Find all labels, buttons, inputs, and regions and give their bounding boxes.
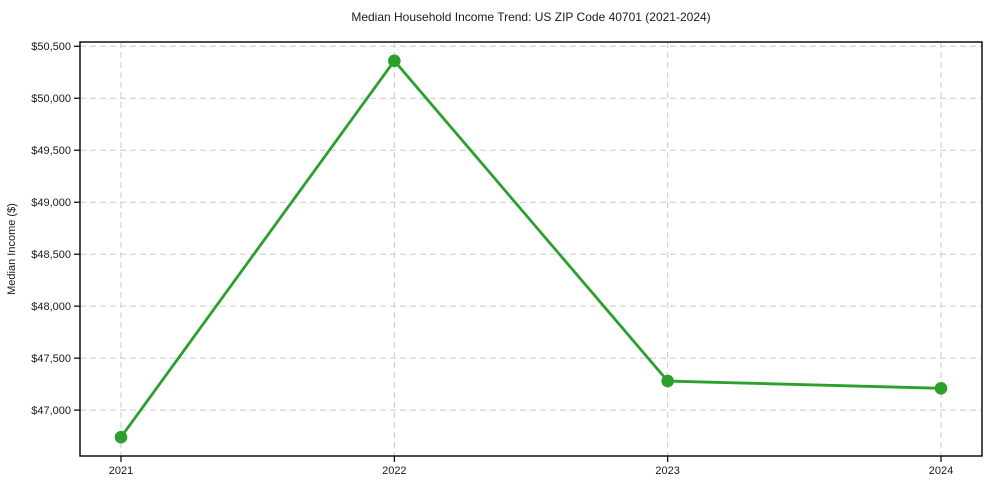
x-tick-label: 2022 [382, 465, 406, 477]
y-tick-label: $47,000 [31, 405, 71, 417]
x-tick-label: 2021 [109, 465, 133, 477]
axes-layer: $47,000 $47,500 $48,000 $48,500 $49,000 $49,5… [31, 41, 983, 477]
x-tick-label: 2024 [929, 465, 953, 477]
x-tick-label: 2023 [655, 465, 679, 477]
plot-frame [79, 41, 983, 457]
trend-line [119, 59, 943, 439]
y-tick-label: $50,000 [31, 93, 71, 105]
data-point-2022 [388, 54, 401, 68]
y-tick-label: $47,500 [31, 353, 71, 365]
chart-title: Median Household Income Trend: US ZIP Co… [351, 10, 710, 24]
data-point-2021 [114, 430, 128, 444]
y-axis-label: Median Income ($) [6, 203, 18, 295]
y-tick-label: $48,500 [31, 249, 71, 261]
data-point-2023 [661, 374, 674, 388]
data-point-2024 [934, 382, 948, 395]
y-tick-label: $49,500 [31, 145, 71, 157]
y-tick-label: $48,000 [31, 301, 71, 313]
grid-layer [80, 42, 982, 456]
y-tick-label: $50,500 [31, 41, 71, 53]
y-tick-label: $49,000 [31, 197, 71, 209]
series-layer [114, 54, 948, 444]
